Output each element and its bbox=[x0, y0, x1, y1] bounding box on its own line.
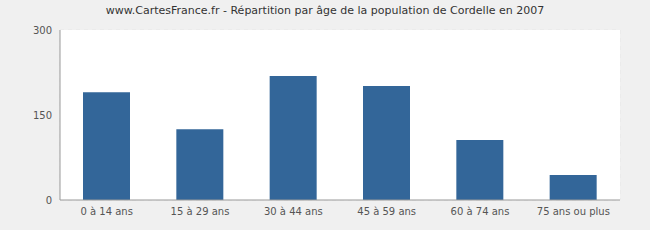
svg-text:0: 0 bbox=[46, 195, 52, 206]
svg-text:60 à 74 ans: 60 à 74 ans bbox=[451, 206, 510, 217]
svg-text:300: 300 bbox=[33, 25, 52, 36]
svg-text:45 à 59 ans: 45 à 59 ans bbox=[357, 206, 416, 217]
svg-text:15 à 29 ans: 15 à 29 ans bbox=[171, 206, 230, 217]
svg-text:150: 150 bbox=[33, 110, 52, 121]
svg-text:30 à 44 ans: 30 à 44 ans bbox=[264, 206, 323, 217]
svg-text:0 à 14 ans: 0 à 14 ans bbox=[80, 206, 132, 217]
svg-text:75 ans ou plus: 75 ans ou plus bbox=[537, 206, 610, 217]
html-text:www.CartesFrance.fr - Répartit: www.CartesFrance.fr - Répartition par âg… bbox=[105, 4, 545, 17]
